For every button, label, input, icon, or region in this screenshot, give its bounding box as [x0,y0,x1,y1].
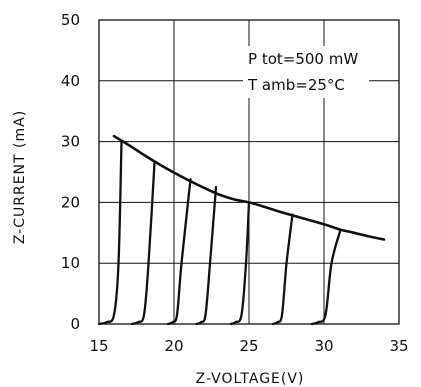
power-limit-curve [112,134,386,241]
y-axis-label: Z-CURRENT (mA) [12,110,28,244]
x-tick-label: 35 [389,337,408,355]
curves [97,134,386,326]
y-tick-label: 30 [61,133,80,151]
zener-curve-7 [310,228,342,326]
y-tick-label: 50 [61,11,80,29]
y-tick-label: 20 [61,193,80,211]
zener-curve-5 [229,201,251,326]
x-tick-label: 20 [164,337,183,355]
x-axis-label: Z-VOLTAGE(V) [196,371,305,387]
y-tick-label: 10 [61,254,80,272]
annotation-background [243,46,369,98]
x-tick-label: 30 [314,337,333,355]
zener-curve-2 [130,161,156,326]
tick-labels: 15 20 25 30 35 0 10 20 30 40 50 [61,11,409,355]
zener-curve-4 [195,186,218,326]
y-tick-label: 0 [70,315,80,333]
x-tick-label: 15 [89,337,108,355]
annotation-power: P tot=500 mW [248,50,358,68]
zener-curve-3 [166,178,192,326]
y-tick-label: 40 [61,72,80,90]
annotation-temperature: T amb=25°C [247,76,345,94]
plot-frame [98,19,400,325]
x-tick-label: 25 [239,337,258,355]
zener-curve-1 [97,140,123,326]
zener-curve-6 [271,213,294,326]
